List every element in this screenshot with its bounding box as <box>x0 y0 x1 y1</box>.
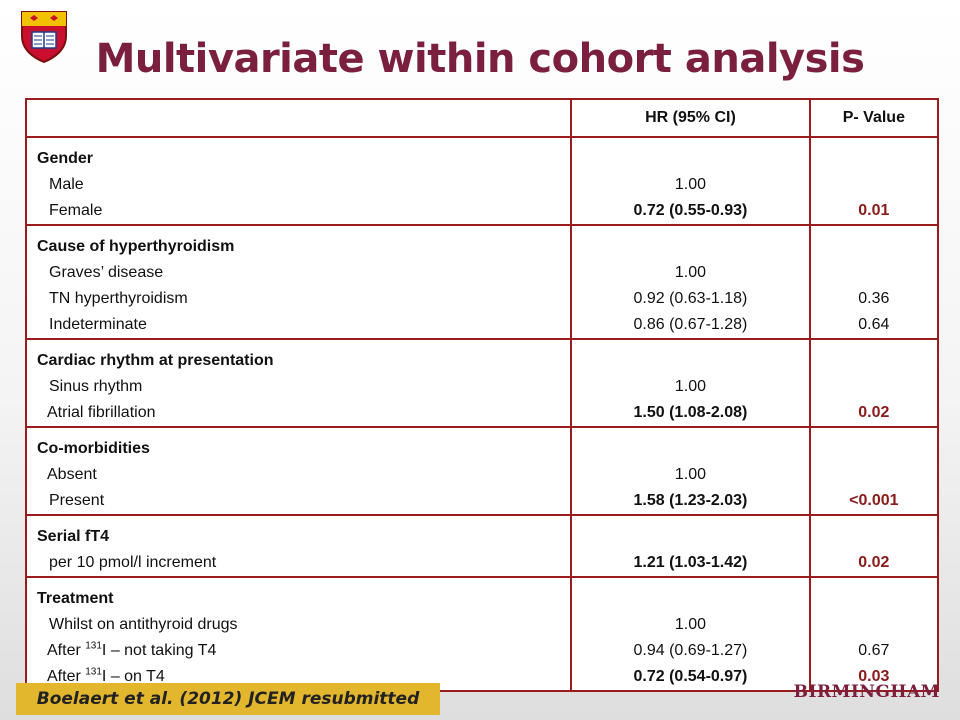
hr-cell: 1.00 0.92 (0.63-1.18) 0.86 (0.67-1.28) <box>570 224 811 340</box>
header-variable <box>24 98 573 138</box>
p-value: 0.02 <box>858 554 890 571</box>
hr-cell: 1.00 0.72 (0.55-0.93) <box>570 136 811 226</box>
p-value-cell: 0.02 <box>808 338 940 428</box>
header-hr: HR (95% CI) <box>570 98 811 138</box>
p-value: 0.64 <box>858 316 890 333</box>
table-row-cardiac: Cardiac rhythm at presentation Sinus rhy… <box>24 338 940 428</box>
hr-cell: 1.00 1.58 (1.23-2.03) <box>570 426 811 516</box>
hr-value: 1.00 <box>674 378 707 395</box>
hr-value: 1.00 <box>674 264 707 281</box>
row-label: Indeterminate <box>49 316 147 333</box>
hr-cell: 1.21 (1.03-1.42) <box>570 514 811 578</box>
variable-cell: Serial fT4 per 10 pmol/l increment <box>24 514 573 578</box>
hr-cell: 1.00 0.94 (0.69-1.27) 0.72 (0.54-0.97) <box>570 576 811 692</box>
hr-value: 1.00 <box>674 616 707 633</box>
p-value-cell: 0.02 <box>808 514 940 578</box>
group-heading: Gender <box>37 150 94 167</box>
row-label: Atrial fibrillation <box>47 404 156 421</box>
row-label: Graves’ disease <box>49 264 164 281</box>
group-heading: Cause of hyperthyroidism <box>37 238 235 255</box>
p-value-cell: 0.36 0.64 <box>808 224 940 340</box>
row-label: Female <box>49 202 103 219</box>
row-label: per 10 pmol/l increment <box>49 554 217 571</box>
hr-value: 0.92 (0.63-1.18) <box>633 290 748 307</box>
table-row-serial-ft4: Serial fT4 per 10 pmol/l increment 1.21 … <box>24 514 940 578</box>
hr-value: 0.86 (0.67-1.28) <box>633 316 748 333</box>
variable-cell: Treatment Whilst on antithyroid drugs Af… <box>24 576 573 692</box>
hr-value: 1.21 (1.03-1.42) <box>633 554 748 571</box>
p-value: 0.02 <box>858 404 890 421</box>
citation-banner: Boelaert et al. (2012) JCEM resubmitted <box>16 683 440 715</box>
p-value: 0.67 <box>858 642 890 659</box>
row-label: After 131I – not taking T4 <box>47 640 217 659</box>
table-row-cause: Cause of hyperthyroidism Graves’ disease… <box>24 224 940 340</box>
row-label: Sinus rhythm <box>49 378 143 395</box>
row-label: Present <box>49 492 105 509</box>
slide-title: Multivariate within cohort analysis <box>95 36 865 82</box>
hr-value: 1.50 (1.08-2.08) <box>633 404 748 421</box>
row-label: Male <box>49 176 84 193</box>
p-value-cell: 0.67 0.03 <box>808 576 940 692</box>
table-row-comorbidities: Co-morbidities Absent Present 1.00 1.58 … <box>24 426 940 516</box>
row-label: Absent <box>47 466 97 483</box>
group-heading: Serial fT4 <box>37 528 110 545</box>
row-label: TN hyperthyroidism <box>49 290 188 307</box>
p-value-cell: 0.01 <box>808 136 940 226</box>
row-label: Whilst on antithyroid drugs <box>49 616 238 633</box>
variable-cell: Cause of hyperthyroidism Graves’ disease… <box>24 224 573 340</box>
brand-wordmark: BIRMINGHAM <box>793 682 940 702</box>
group-heading: Treatment <box>37 590 114 607</box>
table-row-gender: Gender Male Female 1.00 0.72 (0.55-0.93)… <box>24 136 940 226</box>
results-table: HR (95% CI) P- Value Gender Male Female … <box>24 98 940 692</box>
row-label: After 131I – on T4 <box>47 666 165 685</box>
p-value: 0.01 <box>858 202 890 219</box>
table-row-treatment: Treatment Whilst on antithyroid drugs Af… <box>24 576 940 692</box>
header-p-value: P- Value <box>808 98 940 138</box>
p-value: <0.001 <box>849 492 899 509</box>
p-value: 0.36 <box>858 290 890 307</box>
university-crest-icon <box>18 8 70 64</box>
p-value-cell: <0.001 <box>808 426 940 516</box>
variable-cell: Gender Male Female <box>24 136 573 226</box>
table-header-row: HR (95% CI) P- Value <box>24 98 940 138</box>
variable-cell: Cardiac rhythm at presentation Sinus rhy… <box>24 338 573 428</box>
hr-value: 0.94 (0.69-1.27) <box>633 642 748 659</box>
group-heading: Cardiac rhythm at presentation <box>37 352 274 369</box>
group-heading: Co-morbidities <box>37 440 150 457</box>
hr-value: 1.00 <box>674 176 707 193</box>
hr-value: 1.58 (1.23-2.03) <box>633 492 748 509</box>
hr-value: 1.00 <box>674 466 707 483</box>
p-value: 0.03 <box>858 668 890 685</box>
hr-value: 0.72 (0.54-0.97) <box>633 668 748 685</box>
hr-value: 0.72 (0.55-0.93) <box>633 202 748 219</box>
variable-cell: Co-morbidities Absent Present <box>24 426 573 516</box>
hr-cell: 1.00 1.50 (1.08-2.08) <box>570 338 811 428</box>
